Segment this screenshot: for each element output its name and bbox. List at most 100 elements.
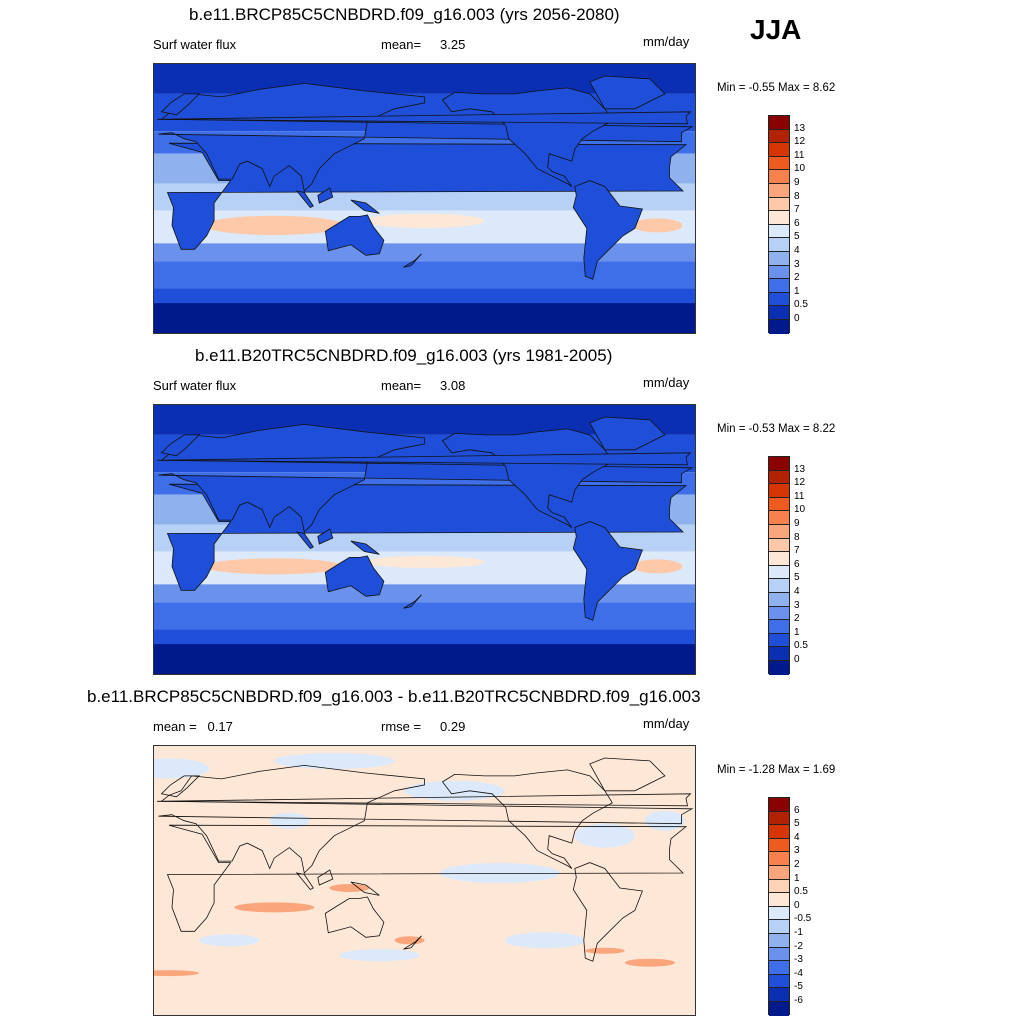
colorbar-swatch [769, 798, 789, 812]
negative-anomaly [154, 758, 210, 779]
colorbar-tick-label: 5 [794, 818, 800, 830]
colorbar-swatch [769, 852, 789, 866]
negative-anomaly [404, 780, 505, 801]
colorbar-tick-label: 0.5 [794, 640, 808, 652]
colorbar-swatch [769, 129, 789, 144]
colorbar-tick-label: 10 [794, 504, 806, 516]
panel-1-colorbar [768, 115, 790, 334]
colorbar-tick-label: 12 [794, 136, 806, 148]
colorbar-swatch [769, 1001, 789, 1016]
colorbar-swatch [769, 647, 789, 661]
colorbar-tick-label: 9 [794, 518, 800, 529]
colorbar-swatch [769, 865, 789, 880]
colorbar-swatch [769, 961, 789, 975]
panel-1-map [153, 63, 696, 334]
island-coastline [317, 528, 334, 545]
panel-3-colorbar [768, 797, 790, 1016]
colorbar-swatch [769, 620, 789, 634]
negative-anomaly [574, 823, 635, 848]
coastline [324, 555, 385, 597]
colorbar-tick-label: 1 [794, 626, 800, 638]
coastline [324, 896, 385, 938]
colorbar-tick-label: 6 [794, 804, 800, 816]
coastline [589, 416, 666, 451]
colorbar-tick-label: 8 [794, 190, 800, 202]
island-coastline [350, 199, 380, 214]
colorbar-swatch [769, 592, 789, 607]
colorbar-swatch [769, 524, 789, 539]
colorbar-swatch [769, 457, 789, 471]
colorbar-swatch [769, 238, 789, 252]
colorbar-tick-label: 3 [794, 599, 800, 611]
positive-anomaly [394, 936, 425, 945]
colorbar-swatch [769, 279, 789, 293]
colorbar-swatch [769, 197, 789, 212]
colorbar-tick-label: 0.5 [794, 886, 808, 898]
colorbar-tick-label: -5 [794, 981, 803, 993]
panel-3-rmse-label: rmse = [381, 719, 422, 734]
colorbar-tick-label: 3 [794, 258, 800, 270]
panel-3-title: b.e11.BRCP85C5CNBDRD.f09_g16.003 - b.e11… [87, 687, 701, 706]
island-coastline [403, 935, 422, 950]
panel-3-rmse-value: 0.29 [440, 719, 466, 734]
panel-1-variable-label: Surf water flux [153, 37, 237, 52]
evaporation-band [364, 555, 485, 568]
island-coastline [350, 540, 380, 555]
colorbar-swatch [769, 552, 789, 566]
panel-2-units: mm/day [643, 375, 690, 390]
colorbar-swatch [769, 947, 789, 962]
evaporation-band [632, 559, 683, 574]
coastline [166, 824, 688, 932]
colorbar-tick-label: 4 [794, 586, 800, 597]
colorbar-tick-label: -0.5 [794, 913, 812, 925]
negative-anomaly [644, 810, 685, 831]
colorbar-tick-label: 2 [794, 613, 800, 625]
colorbar-tick-label: 11 [794, 149, 805, 161]
colorbar-swatch [769, 811, 789, 826]
field-band [154, 261, 695, 289]
colorbar-swatch [769, 116, 789, 130]
colorbar-swatch [769, 893, 789, 907]
panel-3-mean: mean = 0.17 [153, 719, 233, 734]
coastline [154, 303, 695, 333]
colorbar-tick-label: -3 [794, 954, 803, 966]
colorbar-tick-label: -1 [794, 927, 803, 938]
colorbar-tick-label: 4 [794, 245, 800, 256]
colorbar-swatch [769, 265, 789, 280]
field-band [154, 602, 695, 630]
colorbar-tick-label: 12 [794, 477, 806, 489]
panel-2-colorbar [768, 456, 790, 675]
positive-anomaly [154, 970, 200, 977]
island-coastline [317, 187, 334, 204]
colorbar-swatch [769, 606, 789, 621]
panel-2-title: b.e11.B20TRC5CNBDRD.f09_g16.003 (yrs 198… [195, 346, 613, 365]
coastline [572, 180, 643, 280]
colorbar-tick-label: 9 [794, 177, 800, 188]
island-coastline [156, 111, 692, 125]
panel-2-mean-label: mean= [381, 378, 422, 393]
island-coastline [295, 872, 314, 891]
coastline [160, 434, 201, 457]
colorbar-swatch [769, 170, 789, 184]
panel-3-units: mm/day [643, 716, 690, 731]
colorbar-swatch [769, 825, 789, 839]
colorbar-swatch [769, 211, 789, 225]
panel-2-map [153, 404, 696, 675]
positive-anomaly [584, 947, 625, 954]
coastline [160, 775, 201, 798]
colorbar-tick-label: -6 [794, 995, 803, 1006]
colorbar-tick-label: 4 [794, 831, 800, 843]
colorbar-tick-label: 0 [794, 313, 800, 324]
panel-2-mean-value: 3.08 [440, 378, 466, 393]
island-coastline [295, 190, 314, 209]
island-coastline [156, 452, 692, 466]
colorbar-swatch [769, 497, 789, 512]
colorbar-swatch [769, 565, 789, 580]
negative-anomaly [504, 932, 585, 949]
colorbar-swatch [769, 511, 789, 525]
coastline [160, 93, 201, 116]
negative-anomaly [339, 949, 420, 962]
colorbar-tick-label: 13 [794, 463, 806, 475]
colorbar-tick-label: 10 [794, 163, 806, 175]
colorbar-swatch [769, 319, 789, 334]
